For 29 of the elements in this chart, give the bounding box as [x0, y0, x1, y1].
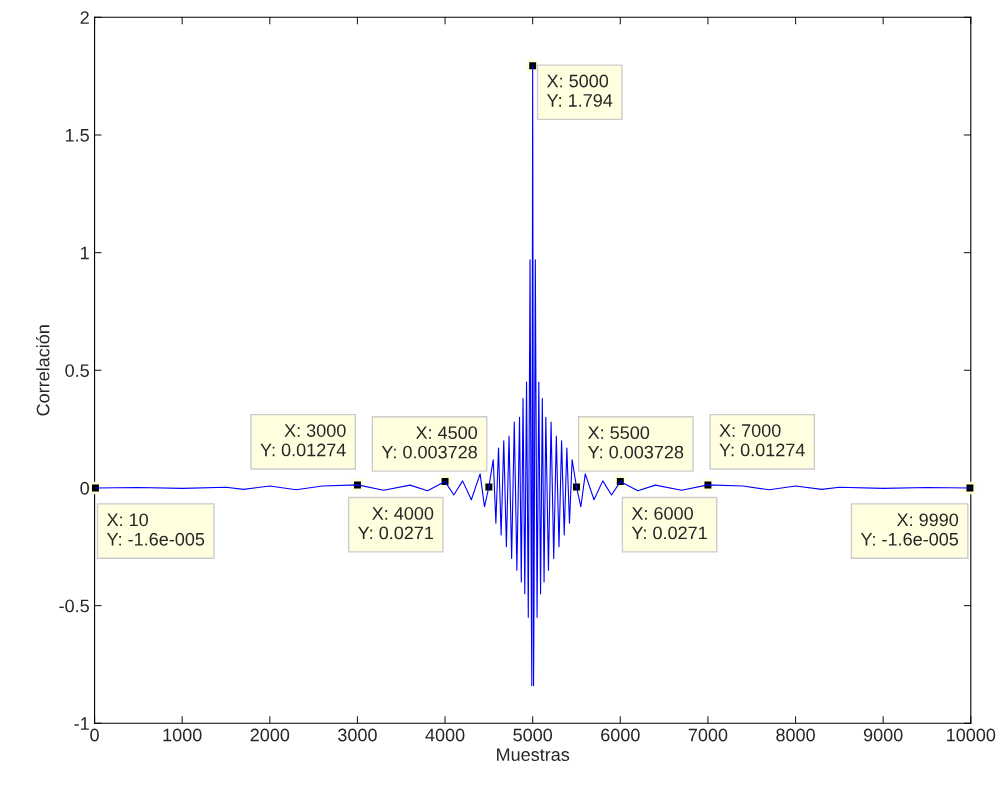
x-tick-label: 8000 — [776, 728, 815, 742]
y-tick-label: -0.5 — [59, 599, 89, 613]
y-axis-title: Correlación — [36, 325, 50, 416]
x-tick-label: 7000 — [688, 728, 728, 742]
x-tick-label: 6000 — [601, 728, 640, 742]
annotation: X: 7000 Y: 0.01274 — [719, 424, 805, 457]
y-tick-label: 0 — [80, 481, 89, 495]
x-tick-label: 5000 — [513, 728, 553, 742]
x-tick-label: 2000 — [250, 728, 290, 742]
x-tick-label: 9000 — [863, 728, 903, 742]
annotation: X: 5500 Y: 0.003728 — [588, 426, 684, 459]
y-tick-label: 2 — [80, 11, 89, 24]
annotation: X: 6000 Y: 0.0271 — [631, 507, 707, 540]
annotation: X: 3000 Y: 0.01274 — [260, 424, 346, 457]
x-tick-label: 0 — [90, 728, 99, 742]
annotation: X: 4500 Y: 0.003728 — [381, 426, 478, 459]
annotation: X: 5000 Y: 1.794 — [546, 74, 613, 107]
y-tick-label: 1 — [81, 246, 89, 260]
x-tick-label: 3000 — [338, 728, 377, 742]
annotation: X: 10 Y: -1.6e-005 — [106, 513, 205, 546]
y-tick-label: -1 — [74, 717, 89, 730]
x-axis-title: Muestras — [497, 748, 570, 761]
x-tick-label: 1000 — [163, 728, 202, 742]
y-tick-label: 1.5 — [65, 129, 89, 142]
x-tick-label: 10000 — [947, 728, 996, 742]
annotation: X: 4000 Y: 0.0271 — [358, 507, 434, 540]
annotation: X: 9990 Y: -1.6e-005 — [860, 513, 959, 546]
y-tick-label: 0.5 — [65, 364, 89, 377]
x-tick-label: 4000 — [425, 728, 465, 742]
